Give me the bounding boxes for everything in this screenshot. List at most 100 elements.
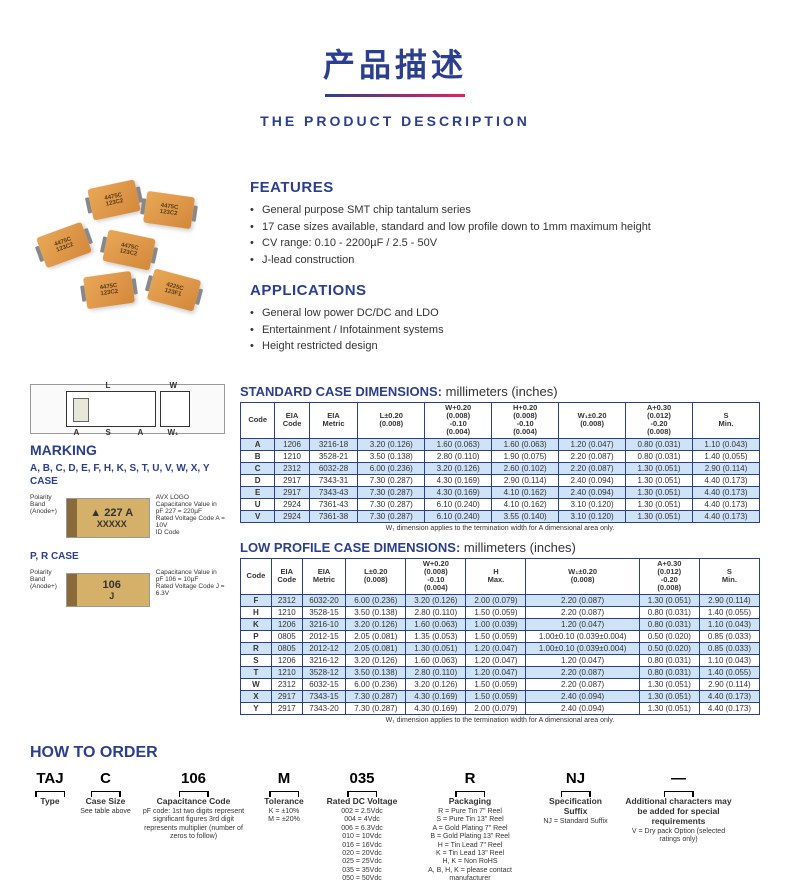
table-header: EIAMetric xyxy=(309,402,358,438)
table-cell: 2924 xyxy=(275,498,309,510)
table-cell: 1.60 (0.063) xyxy=(425,438,492,450)
table-row: C23126032-286.00 (0.236)3.20 (0.126)2.60… xyxy=(241,462,760,474)
order-description: See table above xyxy=(78,808,133,816)
order-description: K = ±10%M = ±20% xyxy=(254,808,314,825)
table-cell: 1.20 (0.047) xyxy=(466,666,526,678)
table-cell: 2917 xyxy=(271,690,302,702)
table-cell: 1.20 (0.047) xyxy=(526,618,639,630)
order-separator xyxy=(35,791,65,793)
table-cell: X xyxy=(241,690,272,702)
table-cell: A xyxy=(241,438,275,450)
order-description: 002 = 2.5Vdc004 = 4Vdc006 = 6.3Vdc010 = … xyxy=(322,808,402,884)
order-separator xyxy=(269,791,299,793)
order-column: CCase SizeSee table above xyxy=(78,770,133,817)
table-cell: 1.20 (0.047) xyxy=(526,654,639,666)
table-header: Code xyxy=(241,402,275,438)
order-label: Capacitance Code xyxy=(141,796,246,806)
polarity-note-2: Polarity Band (Anode+) xyxy=(30,569,60,590)
table-cell: 3.20 (0.126) xyxy=(346,654,406,666)
table-cell: 0.80 (0.031) xyxy=(626,450,693,462)
table-row: R08052012-122.05 (0.081)1.30 (0.051)1.20… xyxy=(241,642,760,654)
table-cell: 0.80 (0.031) xyxy=(639,618,699,630)
table-cell: 6032-20 xyxy=(302,594,346,606)
cap-note-1: Capacitance Value in pF 227 = 220µF xyxy=(156,501,225,515)
table-header: Code xyxy=(241,558,272,594)
table-cell: 1.30 (0.051) xyxy=(639,702,699,714)
order-label: Type xyxy=(30,796,70,806)
table-row: D29177343-317.30 (0.287)4.30 (0.169)2.90… xyxy=(241,474,760,486)
table-cell: 1.30 (0.051) xyxy=(639,594,699,606)
table-cell: 3.50 (0.138) xyxy=(346,666,406,678)
table-cell: 7.30 (0.287) xyxy=(346,702,406,714)
title-english: THE PRODUCT DESCRIPTION xyxy=(0,113,790,129)
table-cell: 7361-43 xyxy=(309,498,358,510)
table-cell: 7.30 (0.287) xyxy=(358,510,425,522)
table-cell: 7343-15 xyxy=(302,690,346,702)
table-cell: 3.20 (0.126) xyxy=(406,594,466,606)
table-row: K12063216-103.20 (0.126)1.60 (0.063)1.00… xyxy=(241,618,760,630)
table-cell: 1.20 (0.047) xyxy=(466,654,526,666)
table-cell: 1.30 (0.051) xyxy=(626,510,693,522)
table-cell: 1.60 (0.063) xyxy=(406,654,466,666)
table-cell: 2917 xyxy=(275,486,309,498)
title-chinese: 产品描述 xyxy=(0,40,790,86)
table-cell: 1210 xyxy=(271,606,302,618)
table-cell: 2.80 (0.110) xyxy=(406,666,466,678)
table-cell: 2012-12 xyxy=(302,642,346,654)
table-cell: W xyxy=(241,678,272,690)
table-cell: P xyxy=(241,630,272,642)
order-column: TAJType xyxy=(30,770,70,809)
table-header: W₁±0.20(0.008) xyxy=(559,402,626,438)
table-cell: 1.30 (0.051) xyxy=(626,486,693,498)
table-cell: E xyxy=(241,486,275,498)
table-cell: 3216-18 xyxy=(309,438,358,450)
polarity-note: Polarity Band (Anode+) xyxy=(30,494,60,515)
table-cell: 4.40 (0.173) xyxy=(692,510,759,522)
table-row: V29247361-387.30 (0.287)6.10 (0.240)3.55… xyxy=(241,510,760,522)
table-header: A+0.30(0.012)-0.20(0.008) xyxy=(626,402,693,438)
table-row: S12063216-123.20 (0.126)1.60 (0.063)1.20… xyxy=(241,654,760,666)
pr-case-title: P, R CASE xyxy=(30,550,225,563)
table-cell: 3.10 (0.120) xyxy=(559,498,626,510)
table-cell: 6.10 (0.240) xyxy=(425,510,492,522)
order-separator xyxy=(347,791,377,793)
table-cell: 3216-12 xyxy=(302,654,346,666)
table-row: A12063216-183.20 (0.126)1.60 (0.063)1.60… xyxy=(241,438,760,450)
table-cell: B xyxy=(241,450,275,462)
table-cell: D xyxy=(241,474,275,486)
table-cell: 2917 xyxy=(271,702,302,714)
table-cell: 0.80 (0.031) xyxy=(626,438,693,450)
table-cell: 1.30 (0.051) xyxy=(626,498,693,510)
table-cell: 1.40 (0.055) xyxy=(699,666,759,678)
table-row: T12103528-123.50 (0.138)2.80 (0.110)1.20… xyxy=(241,666,760,678)
order-separator xyxy=(561,791,591,793)
table-cell: 4.30 (0.169) xyxy=(425,474,492,486)
table-header: EIACode xyxy=(271,558,302,594)
order-description: pF code: 1st two digits represent signif… xyxy=(141,808,246,842)
table-cell: 4.30 (0.169) xyxy=(406,702,466,714)
table-cell: 4.40 (0.173) xyxy=(692,474,759,486)
application-item: General low power DC/DC and LDO xyxy=(250,305,651,322)
table-cell: 7343-20 xyxy=(302,702,346,714)
table-cell: 0805 xyxy=(271,630,302,642)
table-cell: 3.20 (0.126) xyxy=(425,462,492,474)
table-cell: 6032-15 xyxy=(302,678,346,690)
table-cell: 2.90 (0.114) xyxy=(699,594,759,606)
table-cell: 2.00 (0.079) xyxy=(466,702,526,714)
table-cell: 6.10 (0.240) xyxy=(425,498,492,510)
table-cell: 2.90 (0.114) xyxy=(492,474,559,486)
order-separator xyxy=(91,791,121,793)
table-header: A+0.30(0.012)-0.20(0.008) xyxy=(639,558,699,594)
table-cell: 4.30 (0.169) xyxy=(425,486,492,498)
table-cell: 1.00±0.10 (0.039±0.004) xyxy=(526,642,639,654)
table-cell: 6.00 (0.236) xyxy=(358,462,425,474)
application-item: Entertainment / Infotainment systems xyxy=(250,322,651,339)
table-cell: 2.80 (0.110) xyxy=(425,450,492,462)
table-cell: V xyxy=(241,510,275,522)
low-profile-dimensions-table: CodeEIACodeEIAMetricL±0.20(0.008)W+0.20(… xyxy=(240,558,760,715)
table-cell: 7.30 (0.287) xyxy=(358,474,425,486)
order-description: R = Pure Tin 7" ReelS = Pure Tin 13" Ree… xyxy=(410,808,530,884)
table-row: B12103528-213.50 (0.138)2.80 (0.110)1.90… xyxy=(241,450,760,462)
table-cell: 6.00 (0.236) xyxy=(346,594,406,606)
table-cell: 3.55 (0.140) xyxy=(492,510,559,522)
